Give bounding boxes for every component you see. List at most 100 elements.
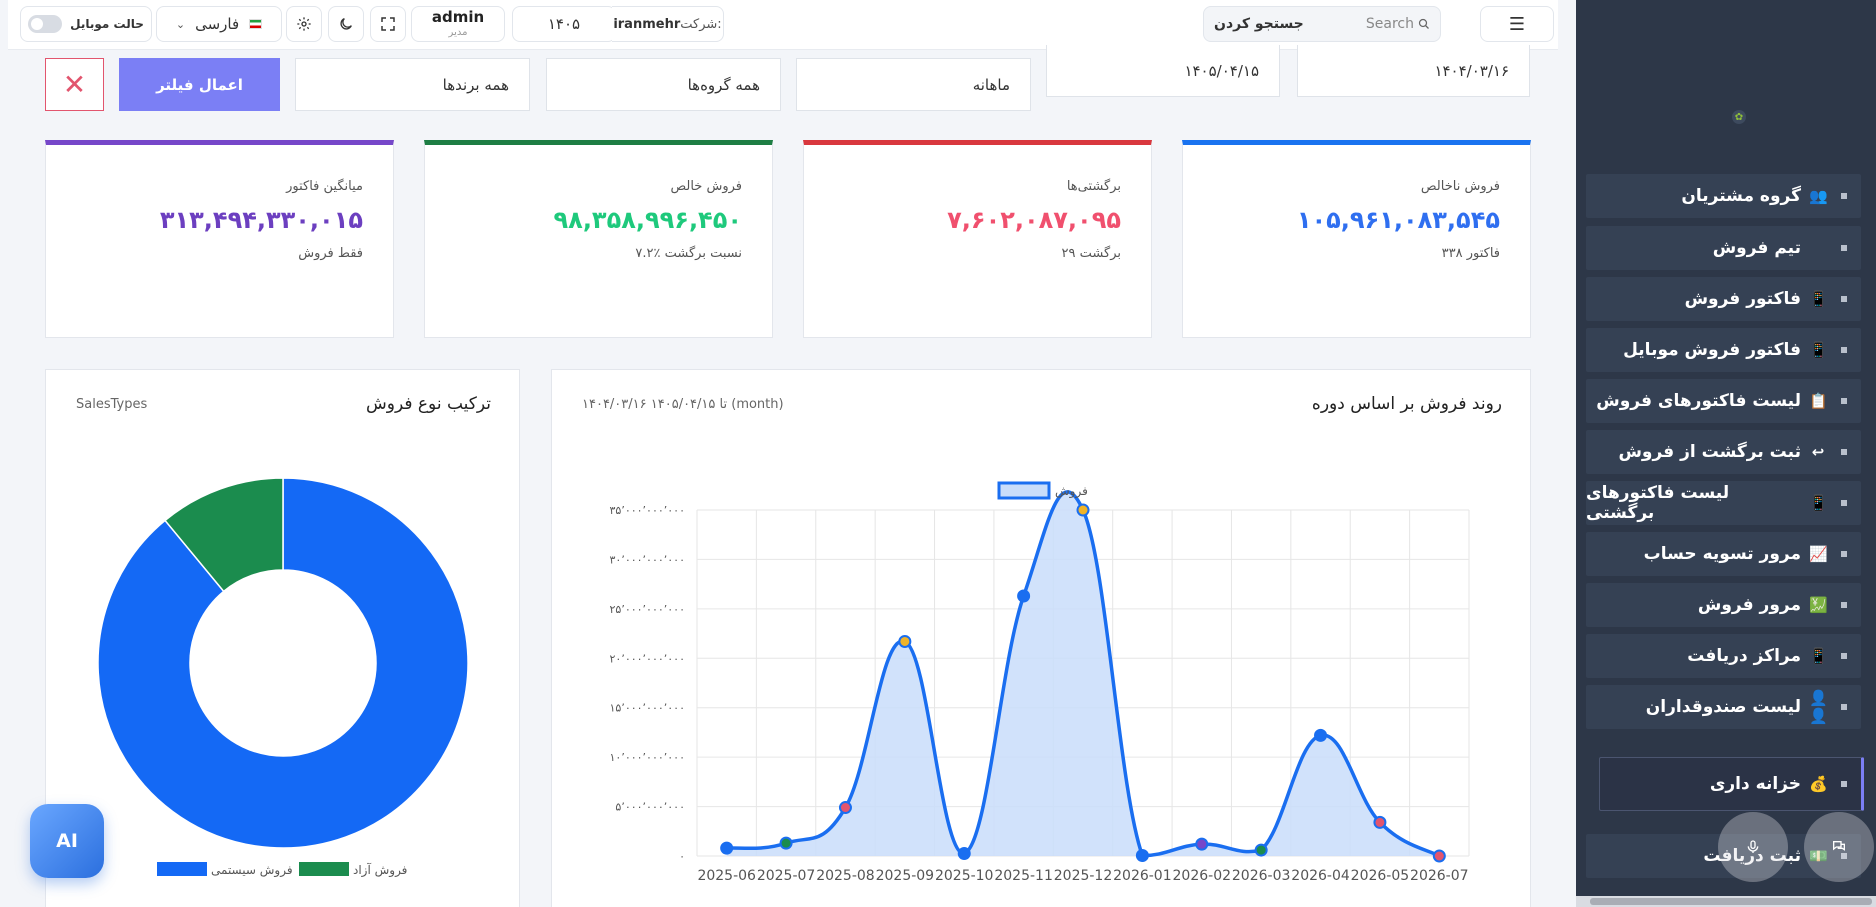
kpi-subtext: ۳۳۸ فاکتور [1441,246,1500,261]
fiscal-year-select[interactable]: ۱۴۰۵ [512,6,616,42]
kpi-subtext: ۲۹ برگشت [1061,246,1121,261]
data-point [720,841,734,855]
y-tick-label: ۰ [679,850,685,863]
microphone-button[interactable] [1718,812,1788,882]
sidebar-scrollbar-thumb[interactable] [1590,898,1872,905]
company-select[interactable]: iranmehr شرکت: [612,6,724,42]
sidebar-item-label: گروه مشتریان [1681,186,1801,206]
kpi-value: ۷,۶۰۲,۰۸۷,۰۹۵ [947,206,1121,234]
kpi-card-average-invoice: میانگین فاکتور ۳۱۳,۴۹۴,۳۳۰,۰۱۵ فقط فروش [45,140,394,338]
ai-assistant-button[interactable]: AI [30,804,104,878]
sidebar-item[interactable]: مرور فروش 💹 [1586,583,1861,627]
company-name: iranmehr [613,16,681,32]
panel-title: روند فروش بر اساس دوره [1311,394,1502,414]
data-point [1195,837,1209,851]
sidebar-item-icon: 💵 [1809,847,1828,865]
app-logo: ✿ [1732,110,1746,124]
sidebar-item[interactable]: تیم فروش [1586,226,1861,270]
sidebar-item-label: مرور فروش [1697,595,1801,615]
legend-swatch [997,481,1051,500]
bullet-icon [1841,853,1847,859]
microphone-icon [1747,840,1759,853]
brands-select[interactable]: همه برندها [295,58,530,111]
pie-slice [97,477,469,849]
sidebar-item-label: مرور تسویه حساب [1643,544,1801,564]
bullet-icon [1841,193,1847,199]
x-tick-label: 2026-01 [1113,868,1172,884]
bullet-icon [1841,704,1847,710]
sidebar-item-label: لیست صندوقداران [1645,697,1801,717]
sidebar-item-label: تیم فروش [1712,238,1801,258]
gear-icon [297,17,311,31]
brands-value: همه برندها [442,75,509,94]
search-box[interactable]: جستجو کردن Search [1203,6,1441,42]
search-icon [1418,18,1429,29]
sidebar-item-label: فاکتور فروش موبایل [1623,340,1801,360]
x-tick-label: 2025-11 [994,868,1053,884]
sidebar-item[interactable]: فاکتور فروش 📱 [1586,277,1861,321]
toggle-switch[interactable] [28,15,63,33]
panel-title: ترکیب نوع فروش [366,394,491,414]
legend-label: فروش سیستمی [211,863,293,878]
sidebar-item[interactable]: ثبت دریافت 💵 [1586,834,1861,878]
sidebar-item[interactable]: لیست فاکتورهای فروش 📋 [1586,379,1861,423]
bullet-icon [1841,653,1847,659]
date-from-value: ۱۴۰۴/۰۳/۱۶ [1434,61,1509,80]
menu-toggle-button[interactable]: ☰ [1480,6,1554,42]
clear-filter-button[interactable]: ✕ [45,58,104,111]
groups-value: همه گروه‌ها [687,75,760,94]
sidebar-item-icon: 💰 [1809,775,1828,793]
search-input[interactable]: Search [1366,16,1430,32]
iran-flag-icon [249,19,263,29]
y-tick-label: ۲۰٬۰۰۰٬۰۰۰٬۰۰۰ [610,652,685,665]
chat-icon [1833,841,1845,851]
x-tick-label: 2026-07 [1410,868,1469,884]
legend-swatch [299,862,349,876]
data-point [898,634,912,648]
sidebar-item[interactable]: گروه مشتریان 👥 [1586,174,1861,218]
settings-button[interactable] [286,6,322,42]
sidebar-item[interactable]: مرور تسویه حساب 📈 [1586,532,1861,576]
data-point [1076,503,1090,517]
sidebar-item-icon: 📱 [1809,647,1828,665]
apply-filter-button[interactable]: اعمال فیلتر [119,58,280,111]
user-name: admin [431,8,485,26]
sidebar-item-active[interactable]: خزانه داری 💰 [1599,757,1864,811]
date-to-field[interactable]: ۱۴۰۵/۰۴/۱۵ [1046,45,1280,97]
sidebar-item-icon: 📋 [1809,392,1828,410]
sidebar-item-label: مراکز دریافت [1687,646,1801,666]
date-to-value: ۱۴۰۵/۰۴/۱۵ [1184,61,1259,80]
fullscreen-button[interactable] [370,6,406,42]
x-tick-label: 2026-02 [1173,868,1232,884]
sidebar-item-label: ثبت برگشت از فروش [1618,442,1801,462]
sales-trend-panel: روند فروش بر اساس دوره ۱۴۰۴/۰۳/۱۶ تا ۱۴۰… [551,369,1531,907]
data-point [1017,589,1031,603]
bullet-icon [1841,602,1847,608]
sidebar-item-label: ثبت دریافت [1703,846,1801,866]
bullet-icon [1841,449,1847,455]
sidebar-item[interactable]: مراکز دریافت 📱 [1586,634,1861,678]
theme-toggle-button[interactable] [328,6,364,42]
sidebar-item[interactable]: لیست صندوقداران 👤👤 [1586,685,1861,729]
sidebar-item[interactable]: لیست فاکتورهای برگشتی 📱 [1586,481,1861,525]
sidebar-item[interactable]: فاکتور فروش موبایل 📱 [1586,328,1861,372]
bullet-icon [1841,500,1847,506]
sidebar-item-icon: 📱 [1809,341,1828,359]
kpi-card-returns: برگشتی‌ها ۷,۶۰۲,۰۸۷,۰۹۵ ۲۹ برگشت [803,140,1152,338]
bullet-icon [1841,551,1847,557]
language-select[interactable]: ⌄ فارسی [156,6,282,42]
sales-line [726,490,1441,858]
sidebar-item-label: خزانه داری [1709,774,1801,794]
groups-select[interactable]: همه گروه‌ها [546,58,781,111]
kpi-subtext: نسبت برگشت ٪۷.۲ [635,246,742,261]
chat-button[interactable] [1804,812,1874,882]
kpi-value: ۹۸,۳۵۸,۹۹۶,۴۵۰ [553,206,742,234]
date-from-field[interactable]: ۱۴۰۴/۰۳/۱۶ [1297,45,1530,97]
user-menu[interactable]: admin مدیر [411,6,505,42]
y-tick-label: ۱۵٬۰۰۰٬۰۰۰٬۰۰۰ [610,702,685,715]
kpi-value: ۱۰۵,۹۶۱,۰۸۳,۵۴۵ [1296,206,1500,234]
search-button-label[interactable]: جستجو کردن [1214,16,1304,32]
mobile-mode-toggle[interactable]: حالت موبایل [20,6,152,42]
period-select[interactable]: ماهانه [796,58,1031,111]
sidebar-item[interactable]: ثبت برگشت از فروش ↩ [1586,430,1861,474]
